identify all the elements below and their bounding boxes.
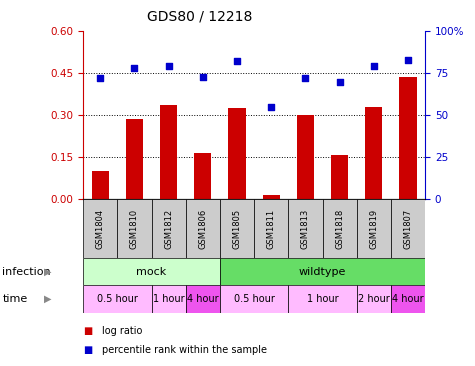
Point — [370, 64, 378, 70]
Text: 0.5 hour: 0.5 hour — [234, 294, 275, 304]
Text: ▶: ▶ — [44, 267, 51, 277]
Text: 1 hour: 1 hour — [153, 294, 184, 304]
Point — [302, 75, 309, 81]
FancyBboxPatch shape — [254, 199, 288, 258]
FancyBboxPatch shape — [323, 199, 357, 258]
Text: GSM1804: GSM1804 — [96, 209, 104, 249]
Text: GSM1813: GSM1813 — [301, 209, 310, 249]
Bar — [160, 105, 177, 199]
Text: 1 hour: 1 hour — [307, 294, 338, 304]
FancyBboxPatch shape — [186, 199, 220, 258]
FancyBboxPatch shape — [288, 199, 323, 258]
Text: ▶: ▶ — [44, 294, 51, 304]
FancyBboxPatch shape — [288, 285, 357, 313]
FancyBboxPatch shape — [83, 285, 152, 313]
Bar — [365, 107, 382, 199]
Text: wildtype: wildtype — [299, 267, 346, 277]
Text: GSM1810: GSM1810 — [130, 209, 139, 249]
Bar — [297, 115, 314, 199]
Text: infection: infection — [2, 267, 51, 277]
Text: GDS80 / 12218: GDS80 / 12218 — [147, 9, 252, 23]
FancyBboxPatch shape — [220, 285, 288, 313]
Bar — [399, 78, 417, 199]
Bar — [194, 153, 211, 199]
FancyBboxPatch shape — [186, 285, 220, 313]
Text: 2 hour: 2 hour — [358, 294, 389, 304]
FancyBboxPatch shape — [220, 199, 254, 258]
Point — [165, 64, 172, 70]
Text: 4 hour: 4 hour — [392, 294, 424, 304]
Point — [336, 79, 343, 85]
Point — [199, 74, 207, 79]
FancyBboxPatch shape — [357, 285, 391, 313]
Point — [96, 75, 104, 81]
Text: 0.5 hour: 0.5 hour — [97, 294, 138, 304]
Text: percentile rank within the sample: percentile rank within the sample — [102, 344, 267, 355]
Text: 4 hour: 4 hour — [187, 294, 218, 304]
Text: GSM1805: GSM1805 — [233, 209, 241, 249]
Point — [267, 104, 275, 110]
Text: mock: mock — [136, 267, 167, 277]
Text: log ratio: log ratio — [102, 326, 142, 336]
FancyBboxPatch shape — [357, 199, 391, 258]
Bar — [126, 119, 143, 199]
Text: GSM1818: GSM1818 — [335, 209, 344, 249]
FancyBboxPatch shape — [391, 285, 425, 313]
Bar — [263, 195, 280, 199]
Bar — [331, 154, 348, 199]
FancyBboxPatch shape — [83, 199, 117, 258]
Bar — [92, 171, 109, 199]
Point — [233, 59, 241, 64]
Text: GSM1806: GSM1806 — [199, 209, 207, 249]
FancyBboxPatch shape — [391, 199, 425, 258]
FancyBboxPatch shape — [220, 258, 425, 285]
Text: ■: ■ — [83, 326, 92, 336]
Text: GSM1812: GSM1812 — [164, 209, 173, 249]
Text: GSM1807: GSM1807 — [404, 209, 412, 249]
Text: GSM1819: GSM1819 — [370, 209, 378, 249]
FancyBboxPatch shape — [83, 258, 220, 285]
FancyBboxPatch shape — [152, 285, 186, 313]
Text: ■: ■ — [83, 344, 92, 355]
Text: time: time — [2, 294, 28, 304]
Bar — [228, 108, 246, 199]
FancyBboxPatch shape — [152, 199, 186, 258]
FancyBboxPatch shape — [117, 199, 152, 258]
Point — [404, 57, 412, 63]
Point — [131, 65, 138, 71]
Text: GSM1811: GSM1811 — [267, 209, 276, 249]
